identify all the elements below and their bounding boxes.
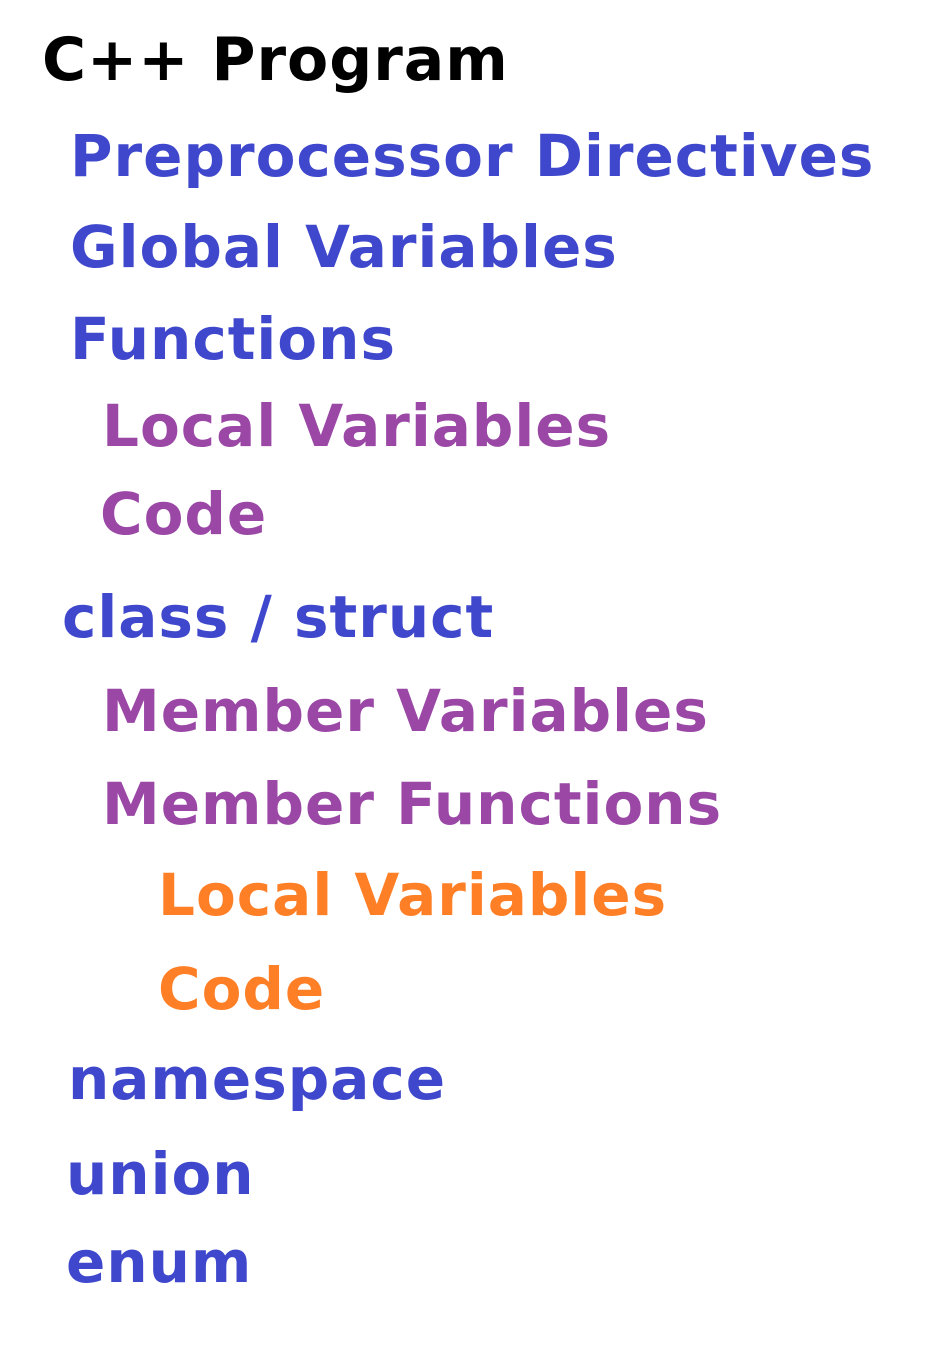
item-member-function-local-variables: Local Variables	[158, 861, 668, 929]
item-global-variables: Global Variables	[70, 213, 618, 281]
item-class-struct: class / struct	[62, 583, 495, 651]
item-member-variables: Member Variables	[102, 677, 709, 745]
diagram-title: C++ Program	[42, 25, 509, 95]
item-function-local-variables: Local Variables	[102, 392, 612, 460]
item-union: union	[66, 1140, 255, 1208]
item-member-functions: Member Functions	[102, 770, 723, 838]
item-member-function-code: Code	[158, 955, 326, 1023]
item-enum: enum	[66, 1228, 253, 1296]
item-functions: Functions	[70, 305, 396, 373]
item-namespace: namespace	[68, 1045, 447, 1113]
item-function-code: Code	[100, 480, 268, 548]
item-preprocessor-directives: Preprocessor Directives	[70, 122, 875, 190]
